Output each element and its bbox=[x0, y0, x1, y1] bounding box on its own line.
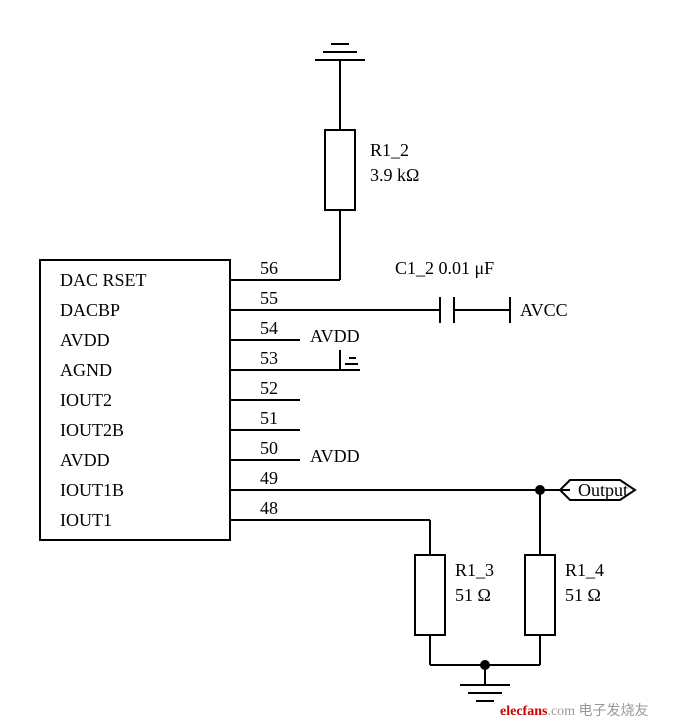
pin-label-iout1: IOUT1 bbox=[60, 510, 112, 531]
watermark-red: elecfans bbox=[500, 704, 547, 719]
pin-label-dacbp: DACBP bbox=[60, 300, 120, 321]
avdd-ext-1: AVDD bbox=[310, 326, 360, 347]
r1-3-ref: R1_3 bbox=[455, 560, 494, 581]
pin-num-49: 49 bbox=[260, 468, 278, 489]
pin-label-iout1b: IOUT1B bbox=[60, 480, 124, 501]
pin-num-55: 55 bbox=[260, 288, 278, 309]
watermark: elecfans.com 电子发烧友 bbox=[500, 700, 649, 720]
pin-label-avdd1: AVDD bbox=[60, 330, 110, 351]
c1-2-ref: C1_2 0.01 μF bbox=[395, 258, 494, 279]
pin-num-52: 52 bbox=[260, 378, 278, 399]
avcc-label: AVCC bbox=[520, 300, 568, 321]
pin-label-avdd2: AVDD bbox=[60, 450, 110, 471]
pin-num-56: 56 bbox=[260, 258, 278, 279]
pin-num-51: 51 bbox=[260, 408, 278, 429]
pin-label-iout2: IOUT2 bbox=[60, 390, 112, 411]
r1-2-ref: R1_2 bbox=[370, 140, 409, 161]
r1-4-ref: R1_4 bbox=[565, 560, 604, 581]
pin-label-iout2b: IOUT2B bbox=[60, 420, 124, 441]
r1-3-val: 51 Ω bbox=[455, 585, 491, 606]
watermark-gray: .com 电子发烧友 bbox=[547, 704, 648, 719]
pin-num-53: 53 bbox=[260, 348, 278, 369]
output-label: Output bbox=[578, 480, 628, 501]
pin-num-50: 50 bbox=[260, 438, 278, 459]
pin-num-48: 48 bbox=[260, 498, 278, 519]
r1-2-val: 3.9 kΩ bbox=[370, 165, 419, 186]
r1-4-val: 51 Ω bbox=[565, 585, 601, 606]
pin-label-dac-rset: DAC RSET bbox=[60, 270, 147, 291]
pin-num-54: 54 bbox=[260, 318, 278, 339]
pin-label-agnd: AGND bbox=[60, 360, 112, 381]
avdd-ext-2: AVDD bbox=[310, 446, 360, 467]
